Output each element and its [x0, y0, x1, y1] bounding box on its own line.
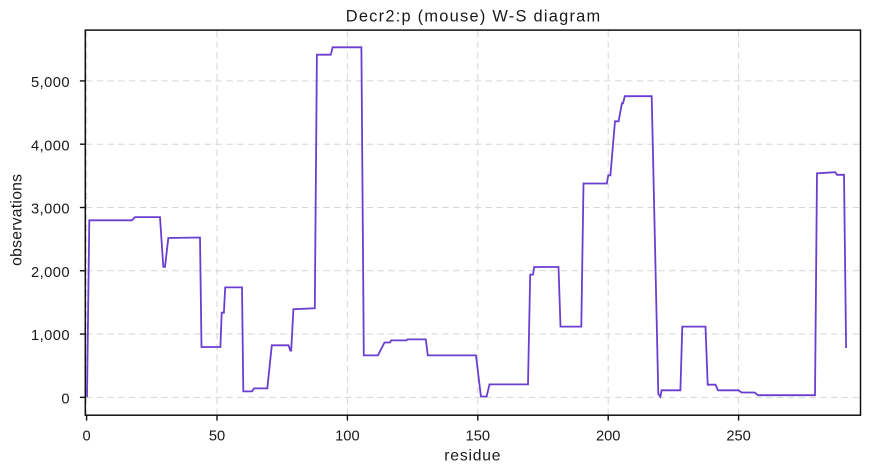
svg-text:5,000: 5,000	[31, 75, 70, 91]
svg-text:observations: observations	[9, 174, 26, 266]
svg-text:200: 200	[596, 429, 621, 445]
svg-text:2,000: 2,000	[31, 265, 70, 281]
svg-text:residue: residue	[444, 448, 501, 465]
svg-text:4,000: 4,000	[31, 138, 70, 154]
svg-text:100: 100	[335, 429, 360, 445]
svg-text:250: 250	[726, 429, 751, 445]
svg-text:Decr2:p (mouse) W-S diagram: Decr2:p (mouse) W-S diagram	[346, 8, 602, 26]
svg-text:0: 0	[83, 429, 91, 445]
svg-text:50: 50	[209, 429, 225, 445]
svg-text:150: 150	[466, 429, 491, 445]
svg-text:0: 0	[61, 392, 70, 408]
svg-text:3,000: 3,000	[31, 202, 70, 218]
svg-text:1,000: 1,000	[31, 328, 70, 344]
